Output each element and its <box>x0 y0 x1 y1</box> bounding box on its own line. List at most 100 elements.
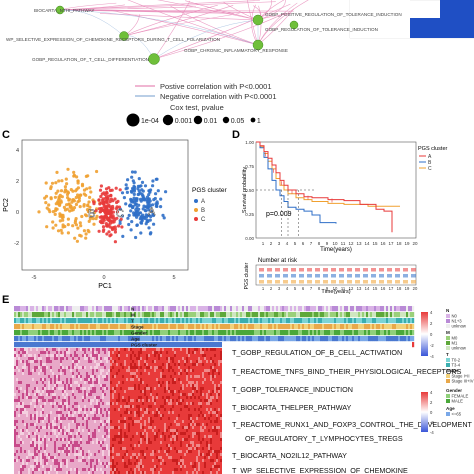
annotation-cell <box>400 312 403 318</box>
annotation-cell <box>390 306 393 312</box>
heatmap-cell <box>18 366 21 370</box>
heatmap-cell <box>136 393 139 397</box>
heatmap-cell <box>138 429 141 433</box>
heatmap-cell <box>26 402 29 406</box>
heatmap-cell <box>40 354 43 358</box>
heatmap-cell <box>76 366 79 370</box>
heatmap-cell <box>104 372 107 376</box>
heatmap-cell <box>84 438 87 442</box>
heatmap-cell <box>126 384 129 388</box>
annotation-cell <box>100 324 103 330</box>
annotation-cell <box>152 306 155 312</box>
heatmap-cell <box>40 447 43 451</box>
annotation-cell <box>14 318 17 324</box>
heatmap-cell <box>80 390 83 394</box>
heatmap-cell <box>82 456 85 460</box>
heatmap-cell <box>24 417 27 421</box>
heatmap-cell <box>34 381 37 385</box>
annotation-cell <box>278 306 281 312</box>
heatmap-cell <box>52 381 55 385</box>
pca-point <box>66 190 70 194</box>
annotation-cell <box>64 318 67 324</box>
heatmap-cell <box>48 390 51 394</box>
heatmap-cell <box>104 408 107 412</box>
heatmap-cell <box>50 465 53 469</box>
km-xtick: 9 <box>326 241 329 246</box>
heatmap-cell <box>28 396 31 400</box>
annotation-cell <box>120 306 123 312</box>
annotation-cell <box>394 330 397 336</box>
annotation-cell <box>130 324 133 330</box>
heatmap-cell <box>30 378 33 382</box>
annotation-cell <box>158 324 161 330</box>
heatmap-cell <box>32 369 35 373</box>
heatmap-cell <box>102 405 105 409</box>
pca-point <box>139 221 144 225</box>
heatmap-cell <box>90 459 93 463</box>
heatmap-cell <box>120 384 123 388</box>
heatmap-cell <box>80 360 83 364</box>
heatmap-cell <box>134 438 137 442</box>
annotation-cell <box>280 318 283 324</box>
annotation-cell <box>402 312 405 318</box>
pca-point <box>159 197 163 201</box>
annotation-cell <box>176 336 179 342</box>
heatmap-cell <box>38 456 41 460</box>
annotation-cell <box>48 324 51 330</box>
annotation-cell <box>152 324 155 330</box>
heatmap-cell <box>116 360 119 364</box>
heatmap-cell <box>80 411 83 415</box>
heatmap-cell <box>66 438 69 442</box>
heatmap-cell <box>90 447 93 451</box>
heatmap-cell <box>66 462 69 466</box>
heatmap-cell <box>20 450 23 454</box>
annotation-cell <box>280 324 283 330</box>
heatmap-cell <box>120 363 123 367</box>
annotation-cell <box>214 312 217 318</box>
annotation-cell <box>404 336 407 342</box>
heatmap-cell <box>126 378 129 382</box>
heatmap-cell <box>30 423 33 427</box>
annotation-cell <box>166 336 169 342</box>
annotation-cell <box>350 330 353 336</box>
heatmap-cell <box>100 450 103 454</box>
annotation-cell <box>192 312 195 318</box>
heatmap-cell <box>46 465 49 469</box>
annotation-cell <box>222 336 225 342</box>
heatmap-cell <box>28 438 31 442</box>
heatmap-cell <box>16 414 19 418</box>
risk-xtick: 4 <box>286 286 289 291</box>
heatmap-cell <box>118 378 121 382</box>
heatmap-cell <box>94 408 97 412</box>
heatmap-cell <box>78 447 81 451</box>
heatmap-cell <box>110 450 113 454</box>
km-xtick: 17 <box>388 241 394 246</box>
heatmap-cell <box>86 429 89 433</box>
annotation-cell <box>324 306 327 312</box>
annotation-cell <box>336 318 339 324</box>
annotation-cell <box>16 342 19 348</box>
heatmap-cell <box>96 348 99 352</box>
heatmap-cell <box>62 435 65 439</box>
heatmap-cell <box>64 351 67 355</box>
heatmap-cell <box>92 423 95 427</box>
heatmap-cell <box>50 366 53 370</box>
annotation-cell <box>180 324 183 330</box>
annotation-cell <box>384 312 387 318</box>
annotation-cell <box>74 342 77 348</box>
pca-point <box>88 205 92 209</box>
annotation-cell <box>68 312 71 318</box>
heatmap-cell <box>140 465 143 469</box>
heatmap-cell <box>104 399 107 403</box>
heatmap-cell <box>124 426 127 430</box>
heatmap-cell <box>30 396 33 400</box>
heatmap-cell <box>108 384 111 388</box>
pca-point <box>74 202 78 207</box>
heatmap-cell <box>90 435 93 439</box>
heatmap-cell <box>52 387 55 391</box>
heatmap-cell <box>42 411 45 415</box>
heatmap-cell <box>124 393 127 397</box>
heatmap-cell <box>36 402 39 406</box>
heatmap-cell <box>122 405 125 409</box>
heatmap-cell <box>50 444 53 448</box>
